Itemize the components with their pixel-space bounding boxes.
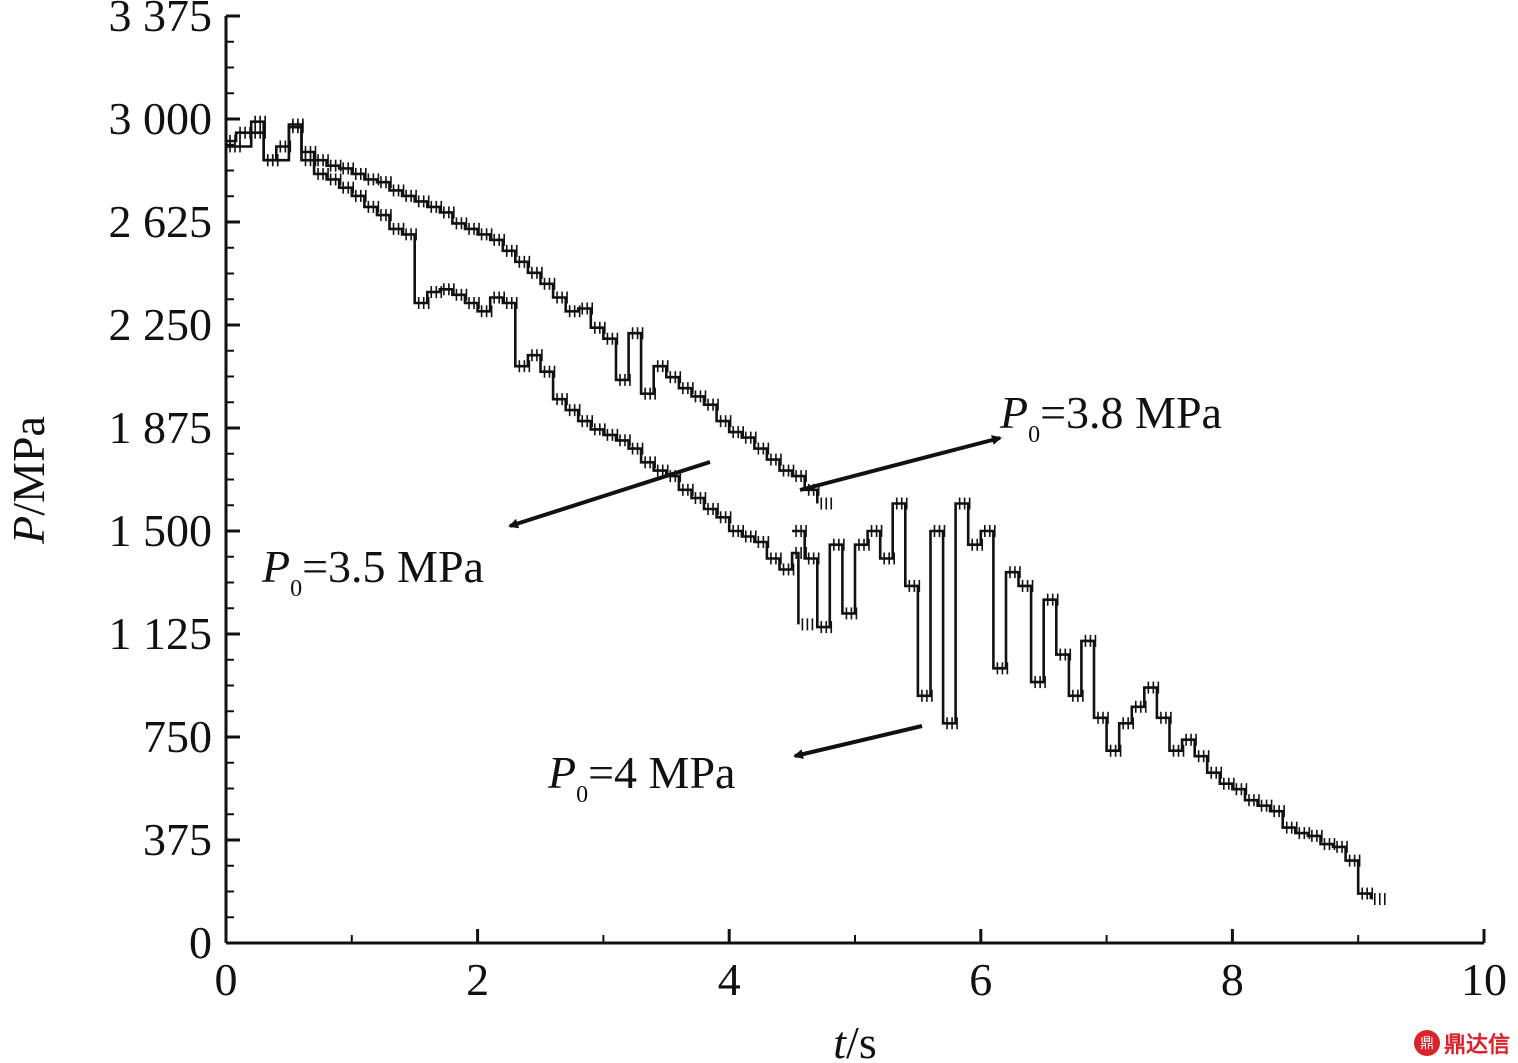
x-tick-label: 10 bbox=[1461, 954, 1507, 1005]
y-tick-label: 1 125 bbox=[109, 608, 213, 659]
y-tick-label: 3 375 bbox=[109, 0, 213, 41]
y-tick-label: 3 000 bbox=[109, 93, 213, 144]
y-tick-label: 1 875 bbox=[109, 402, 213, 453]
x-tick-label: 2 bbox=[466, 954, 489, 1005]
x-tick-label: 6 bbox=[969, 954, 992, 1005]
arrow-p0-4 bbox=[793, 724, 923, 760]
series-line-2 bbox=[792, 502, 1373, 900]
series-lines bbox=[226, 115, 1386, 906]
series-line-1 bbox=[226, 125, 819, 504]
y-axis-title: P/MPa bbox=[3, 416, 54, 545]
arrow-p0-3-5 bbox=[508, 460, 711, 529]
axes bbox=[224, 14, 1486, 945]
annotation-p0-3-5: P0=3.5 MPa bbox=[261, 541, 484, 602]
tick-labels: 0 375 750 1 125 1 500 1 875 2 250 2 625 3 000 3 3… bbox=[109, 0, 1508, 1005]
y-tick-label: 2 625 bbox=[109, 196, 213, 247]
arrow-p0-3-8 bbox=[799, 435, 1002, 492]
watermark-text: 鼎达信 bbox=[1443, 1033, 1510, 1058]
annotation-p0-3-8: P0=3.8 MPa bbox=[999, 387, 1222, 448]
y-tick-label: 0 bbox=[189, 917, 212, 968]
annotation-p0-4: P0=4 MPa bbox=[547, 747, 735, 808]
x-axis-title: t/s bbox=[833, 1017, 876, 1063]
watermark: 鼎 鼎达信 bbox=[1413, 1027, 1510, 1059]
y-tick-label: 750 bbox=[143, 711, 212, 762]
y-tick-label: 1 500 bbox=[109, 505, 213, 556]
x-tick-label: 0 bbox=[215, 954, 238, 1005]
x-tick-label: 4 bbox=[718, 954, 741, 1005]
y-tick-label: 2 250 bbox=[109, 299, 213, 350]
y-tick-label: 375 bbox=[143, 814, 212, 865]
watermark-logo-icon: 鼎 bbox=[1413, 1030, 1440, 1056]
x-tick-label: 8 bbox=[1221, 954, 1244, 1005]
